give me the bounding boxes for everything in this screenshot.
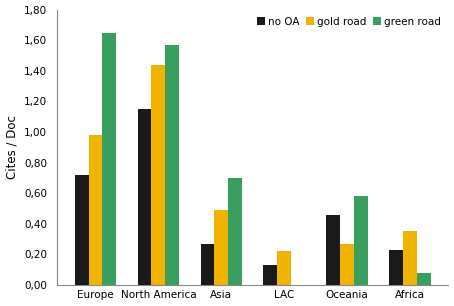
Bar bbox=[403, 231, 417, 285]
Bar bbox=[417, 273, 431, 285]
Bar bbox=[277, 251, 291, 285]
Bar bbox=[165, 45, 179, 285]
Bar bbox=[354, 196, 368, 285]
Bar bbox=[75, 175, 89, 285]
Bar bbox=[340, 244, 354, 285]
Bar bbox=[138, 109, 152, 285]
Bar bbox=[201, 244, 214, 285]
Bar bbox=[103, 32, 116, 285]
Y-axis label: Cites / Doc: Cites / Doc bbox=[5, 115, 19, 179]
Bar bbox=[228, 178, 242, 285]
Bar bbox=[214, 210, 228, 285]
Legend: no OA, gold road, green road: no OA, gold road, green road bbox=[254, 15, 443, 29]
Bar bbox=[152, 65, 165, 285]
Bar bbox=[389, 250, 403, 285]
Bar bbox=[89, 135, 103, 285]
Bar bbox=[326, 215, 340, 285]
Bar bbox=[263, 265, 277, 285]
